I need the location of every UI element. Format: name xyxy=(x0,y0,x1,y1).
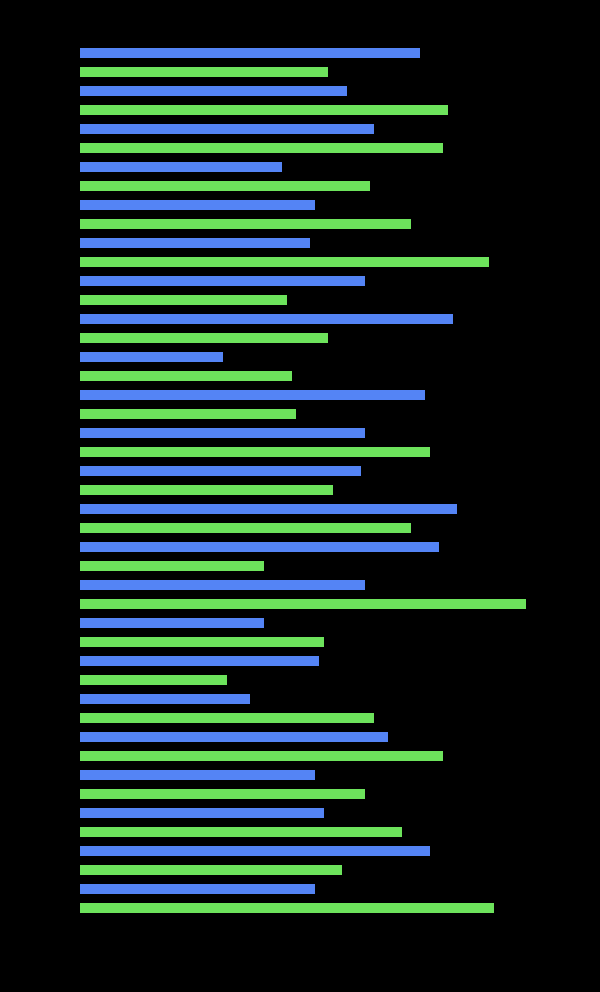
bar-31 xyxy=(80,637,324,647)
bar-37 xyxy=(80,751,443,761)
bar-4 xyxy=(80,124,374,134)
bar-6 xyxy=(80,162,282,172)
bar-44 xyxy=(80,884,315,894)
bar-30 xyxy=(80,618,264,628)
bar-1 xyxy=(80,67,328,77)
bar-22 xyxy=(80,466,361,476)
bar-33 xyxy=(80,675,227,685)
bar-34 xyxy=(80,694,250,704)
bar-10 xyxy=(80,238,310,248)
horizontal-bar-chart xyxy=(80,48,540,948)
bar-17 xyxy=(80,371,292,381)
bar-0 xyxy=(80,48,420,58)
bar-40 xyxy=(80,808,324,818)
bar-23 xyxy=(80,485,333,495)
bar-35 xyxy=(80,713,374,723)
bar-29 xyxy=(80,599,526,609)
bar-14 xyxy=(80,314,453,324)
bar-9 xyxy=(80,219,411,229)
bar-8 xyxy=(80,200,315,210)
bar-5 xyxy=(80,143,443,153)
bar-7 xyxy=(80,181,370,191)
bar-28 xyxy=(80,580,365,590)
bar-11 xyxy=(80,257,489,267)
bar-16 xyxy=(80,352,223,362)
bar-20 xyxy=(80,428,365,438)
bar-3 xyxy=(80,105,448,115)
bar-42 xyxy=(80,846,430,856)
bar-36 xyxy=(80,732,388,742)
bar-18 xyxy=(80,390,425,400)
bar-43 xyxy=(80,865,342,875)
bar-2 xyxy=(80,86,347,96)
bar-25 xyxy=(80,523,411,533)
bar-24 xyxy=(80,504,457,514)
bar-26 xyxy=(80,542,439,552)
bar-15 xyxy=(80,333,328,343)
bar-32 xyxy=(80,656,319,666)
bar-13 xyxy=(80,295,287,305)
bar-12 xyxy=(80,276,365,286)
bar-27 xyxy=(80,561,264,571)
bar-38 xyxy=(80,770,315,780)
bar-45 xyxy=(80,903,494,913)
bar-21 xyxy=(80,447,430,457)
bar-41 xyxy=(80,827,402,837)
bar-19 xyxy=(80,409,296,419)
bar-39 xyxy=(80,789,365,799)
